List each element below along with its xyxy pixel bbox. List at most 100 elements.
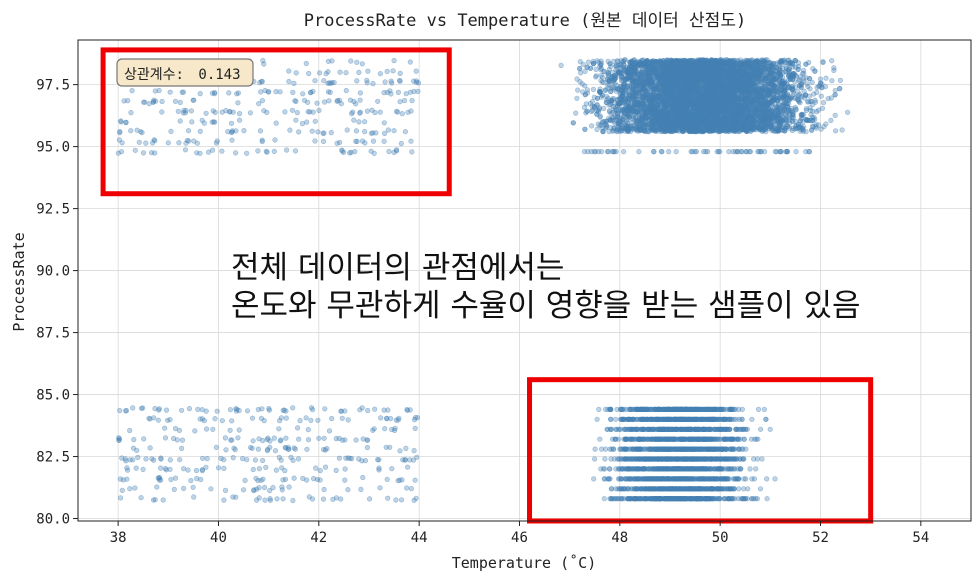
data-point xyxy=(314,100,320,106)
data-point xyxy=(206,149,212,155)
data-point xyxy=(343,87,349,94)
data-point xyxy=(801,75,807,82)
data-point xyxy=(264,149,270,155)
data-point xyxy=(575,87,581,93)
data-point xyxy=(359,61,365,67)
data-point xyxy=(411,88,417,94)
data-point xyxy=(227,109,233,115)
data-point xyxy=(362,119,368,125)
data-point xyxy=(413,68,419,74)
data-point xyxy=(336,97,343,103)
data-point xyxy=(823,121,829,127)
data-point xyxy=(128,128,134,134)
data-point xyxy=(399,111,405,117)
data-point xyxy=(212,91,218,97)
data-point xyxy=(832,128,839,134)
data-point xyxy=(150,99,156,105)
data-point xyxy=(138,129,144,135)
data-point xyxy=(121,98,127,104)
data-point xyxy=(244,150,250,156)
data-point xyxy=(300,91,306,97)
data-point xyxy=(837,77,844,83)
data-point xyxy=(292,98,298,104)
data-point xyxy=(308,90,314,96)
data-point xyxy=(272,137,278,143)
data-point xyxy=(150,140,156,146)
data-point xyxy=(194,140,200,146)
data-point xyxy=(398,140,404,147)
data-point xyxy=(320,138,327,144)
data-point xyxy=(352,149,358,155)
data-point xyxy=(397,99,403,105)
data-point xyxy=(140,150,147,156)
data-point xyxy=(354,138,360,144)
data-point xyxy=(259,138,265,145)
data-point xyxy=(385,127,392,133)
data-point xyxy=(370,80,376,87)
data-point xyxy=(266,89,272,95)
data-point xyxy=(344,127,350,133)
data-point xyxy=(382,130,388,136)
data-point xyxy=(375,98,381,104)
data-point xyxy=(306,70,312,77)
data-point xyxy=(401,97,408,104)
data-point xyxy=(391,57,397,64)
data-point xyxy=(820,99,827,106)
data-point xyxy=(128,109,134,116)
data-point xyxy=(312,78,318,84)
data-point xyxy=(303,60,309,67)
data-point xyxy=(588,123,595,129)
data-point xyxy=(384,89,390,95)
data-point xyxy=(337,139,343,145)
data-point xyxy=(350,109,356,115)
data-point xyxy=(132,147,138,153)
data-point xyxy=(369,107,375,113)
data-point xyxy=(197,150,203,156)
data-point xyxy=(172,98,178,104)
data-point xyxy=(397,77,403,84)
data-point xyxy=(182,110,188,116)
data-point xyxy=(327,89,333,95)
data-point xyxy=(382,79,388,85)
data-point xyxy=(364,77,370,83)
data-point xyxy=(370,138,377,144)
data-point xyxy=(291,80,297,86)
data-point xyxy=(226,90,232,96)
data-point xyxy=(257,128,264,134)
data-point xyxy=(287,127,293,133)
data-point xyxy=(341,149,347,155)
data-point xyxy=(159,109,165,115)
data-point xyxy=(237,117,243,123)
data-point xyxy=(316,107,322,113)
data-point xyxy=(347,97,354,103)
data-point xyxy=(292,148,299,154)
data-point xyxy=(384,68,390,74)
data-point xyxy=(337,69,343,75)
data-point xyxy=(329,58,335,64)
data-point xyxy=(168,128,174,134)
data-point xyxy=(307,109,313,115)
data-point xyxy=(184,137,190,144)
data-point xyxy=(293,70,299,76)
data-point xyxy=(271,148,277,154)
data-point xyxy=(234,91,240,97)
data-point xyxy=(377,109,383,115)
data-point xyxy=(353,128,360,134)
data-point xyxy=(241,128,247,134)
data-point xyxy=(408,138,414,144)
data-point xyxy=(322,99,328,105)
data-point xyxy=(282,109,288,115)
data-point xyxy=(402,129,409,135)
data-point xyxy=(317,70,323,76)
data-point xyxy=(829,78,835,84)
data-point xyxy=(823,75,829,81)
data-point xyxy=(831,67,837,73)
data-point xyxy=(286,78,292,85)
data-point xyxy=(119,140,125,146)
data-point xyxy=(582,68,588,74)
data-point xyxy=(357,90,364,96)
data-point xyxy=(212,109,218,115)
data-point xyxy=(188,108,194,114)
data-point xyxy=(582,83,588,89)
data-point xyxy=(176,140,182,146)
